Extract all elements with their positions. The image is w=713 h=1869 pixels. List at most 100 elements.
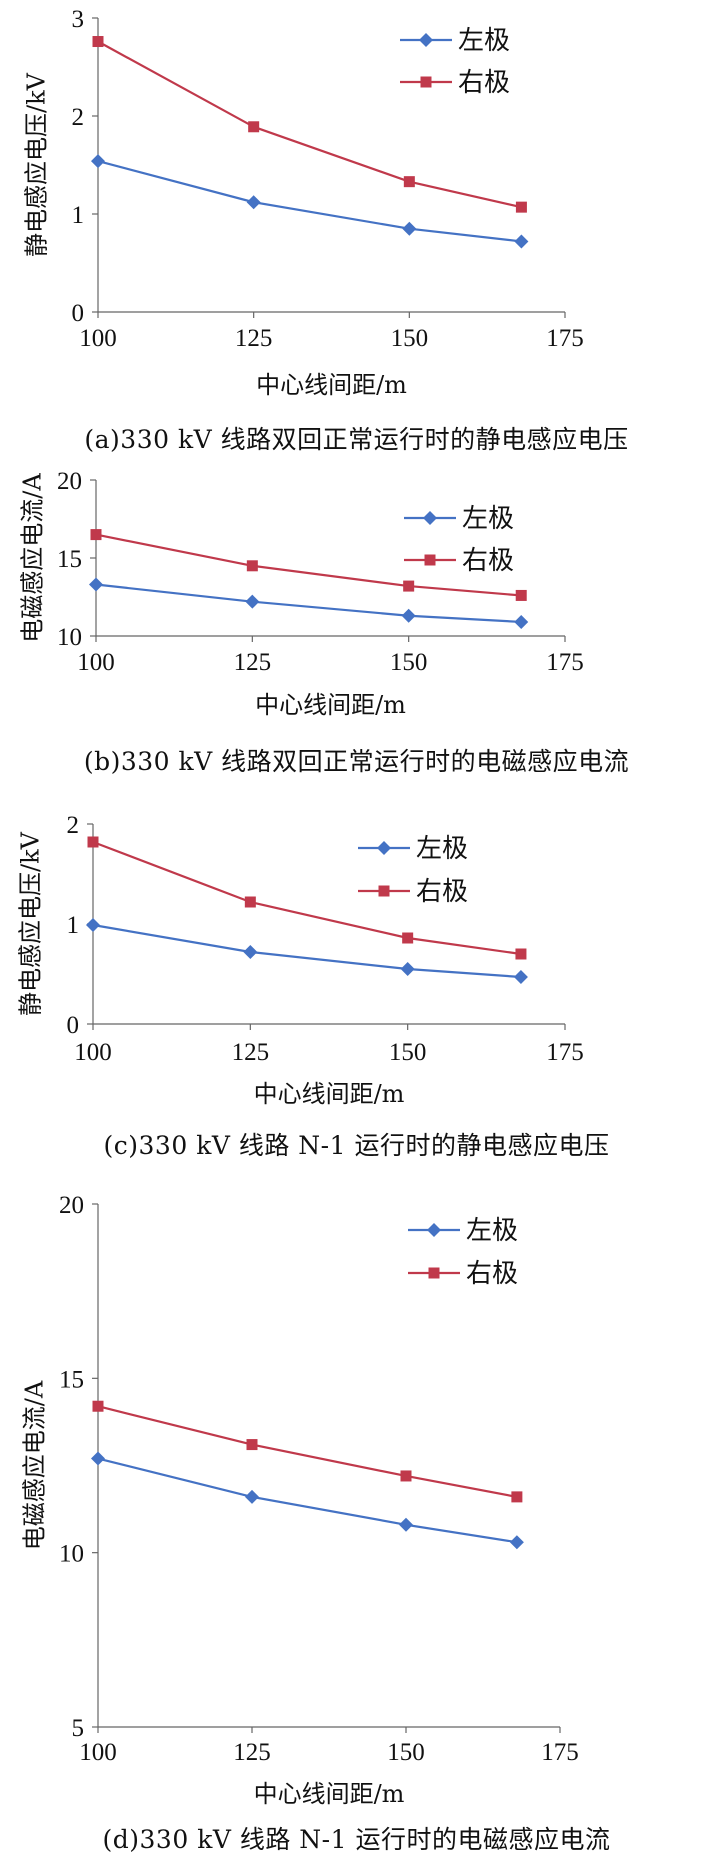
series-right-c [87,836,527,960]
legend-marker-b [424,554,436,566]
chart-panel-d: 5 10 15 20 100 125 150 175 中心线间距/m 电磁感应电流/A 左极 右极 (… [0,1190,713,1869]
data-point-b [514,614,529,629]
chart-panel-b: 10 15 20 100 125 150 175 中心线间距/m 电磁感应电流/A 左极 右极 (b… [0,468,713,810]
data-point-c [400,962,415,976]
y-tick-label-a: 3 [72,6,85,33]
series-line-b [95,583,522,624]
x-tick-label-a: 100 [79,325,117,352]
caption-a: (a)330 kV 线路双回正常运行时的静电感应电压 [84,425,629,454]
data-point-d [509,1535,524,1550]
y-axis-title-a: 静电感应电压/kV [23,72,51,257]
x-axis-title-d: 中心线间距/m [254,1780,405,1808]
y-axis-title-d: 电磁感应电流/A [21,1380,49,1550]
legend-marker-d [428,1267,440,1279]
legend-item-right-c: 右极 [358,877,468,907]
data-point-a [246,195,261,210]
data-point-d [400,1470,412,1482]
x-axis-title-b: 中心线间距/m [255,691,406,719]
x-tick-label-d: 100 [79,1739,117,1766]
data-point-b [401,608,416,623]
legend-marker-c [377,841,391,855]
legend-item-left-b: 左极 [404,504,514,534]
series-left-c [86,918,528,984]
y-axis-title-c: 静电感应电压/kV [17,831,45,1016]
data-point-c [244,896,256,908]
data-point-c [513,970,528,984]
x-tick-label-b: 100 [77,649,115,676]
data-point-b [90,529,102,541]
x-tick-label-a: 150 [391,325,429,352]
data-point-d [245,1489,259,1504]
series-line-b [95,533,522,597]
x-tick-label-a: 125 [235,325,273,352]
legend-marker-b [423,511,437,525]
y-tick-label-c: 0 [67,1012,80,1039]
x-tick-label-b: 150 [390,649,428,676]
y-tick-label-a: 1 [72,202,85,229]
x-tick-label-c: 125 [232,1039,270,1066]
data-point-b [515,589,527,601]
series-line-a [97,40,522,209]
data-point-c [86,918,100,932]
caption-d: (d)330 kV 线路 N-1 运行时的电磁感应电流 [102,1825,611,1854]
y-tick-label-d: 15 [59,1366,84,1393]
x-tick-label-d: 150 [387,1739,425,1766]
series-left-d [91,1451,524,1550]
x-tick-label-b: 125 [234,649,272,676]
data-point-c [243,945,258,959]
legend-item-left-d: 左极 [408,1216,518,1246]
series-line-a [97,160,522,243]
legend-label-d: 左极 [466,1216,518,1246]
data-point-d [246,1439,258,1451]
legend-label-a: 左极 [458,26,510,56]
caption-c: (c)330 kV 线路 N-1 运行时的静电感应电压 [103,1131,610,1160]
y-tick-label-b: 10 [57,624,82,651]
x-tick-label-d: 175 [541,1739,579,1766]
data-point-b [403,580,415,592]
chart-panel-c: 0 1 2 100 125 150 175 中心线间距/m 静电感应电压/kV 左极 右极 (c)3… [0,810,713,1190]
y-tick-label-d: 20 [59,1192,84,1219]
legend-label-b: 右极 [462,546,514,576]
y-tick-label-d: 10 [59,1541,84,1568]
data-point-a [92,36,104,48]
legend-item-right-a: 右极 [400,68,510,98]
legend-item-left-c: 左极 [358,834,468,864]
series-line-d [97,1405,518,1498]
y-axis-title-b: 电磁感应电流/A [19,473,47,643]
series-line-c [92,840,522,956]
data-point-b [246,560,258,572]
y-tick-label-a: 2 [72,104,85,131]
data-point-d [511,1491,523,1503]
legend-marker-c [378,885,390,897]
data-point-c [515,948,527,960]
x-tick-label-c: 100 [74,1039,112,1066]
legend-label-a: 右极 [458,68,510,98]
data-point-d [399,1517,413,1532]
y-tick-label-c: 1 [67,912,80,939]
x-tick-label-d: 125 [233,1739,271,1766]
legend-label-c: 左极 [416,834,468,864]
x-tick-label-c: 175 [546,1039,584,1066]
series-right-a [92,36,527,213]
legend-marker-d [427,1223,441,1237]
data-point-a [403,176,415,188]
x-tick-label-b: 175 [546,649,584,676]
series-left-a [91,154,529,249]
series-right-b [90,529,527,601]
legend-item-left-a: 左极 [400,26,510,56]
series-line-c [92,923,522,979]
data-point-b [89,577,103,592]
data-point-c [402,932,414,944]
y-tick-label-b: 20 [57,468,82,495]
data-point-b [245,594,260,609]
legend-marker-a [420,76,432,88]
y-tick-label-c: 2 [67,812,80,839]
data-point-a [91,154,105,169]
data-point-d [91,1451,105,1466]
chart-panel-a: 0 1 2 3 100 125 150 175 中心线间距/m 静电感应电压/kV 左极 右极 (a)… [0,0,713,470]
legend-marker-a [419,33,433,47]
legend-label-b: 左极 [462,504,514,534]
